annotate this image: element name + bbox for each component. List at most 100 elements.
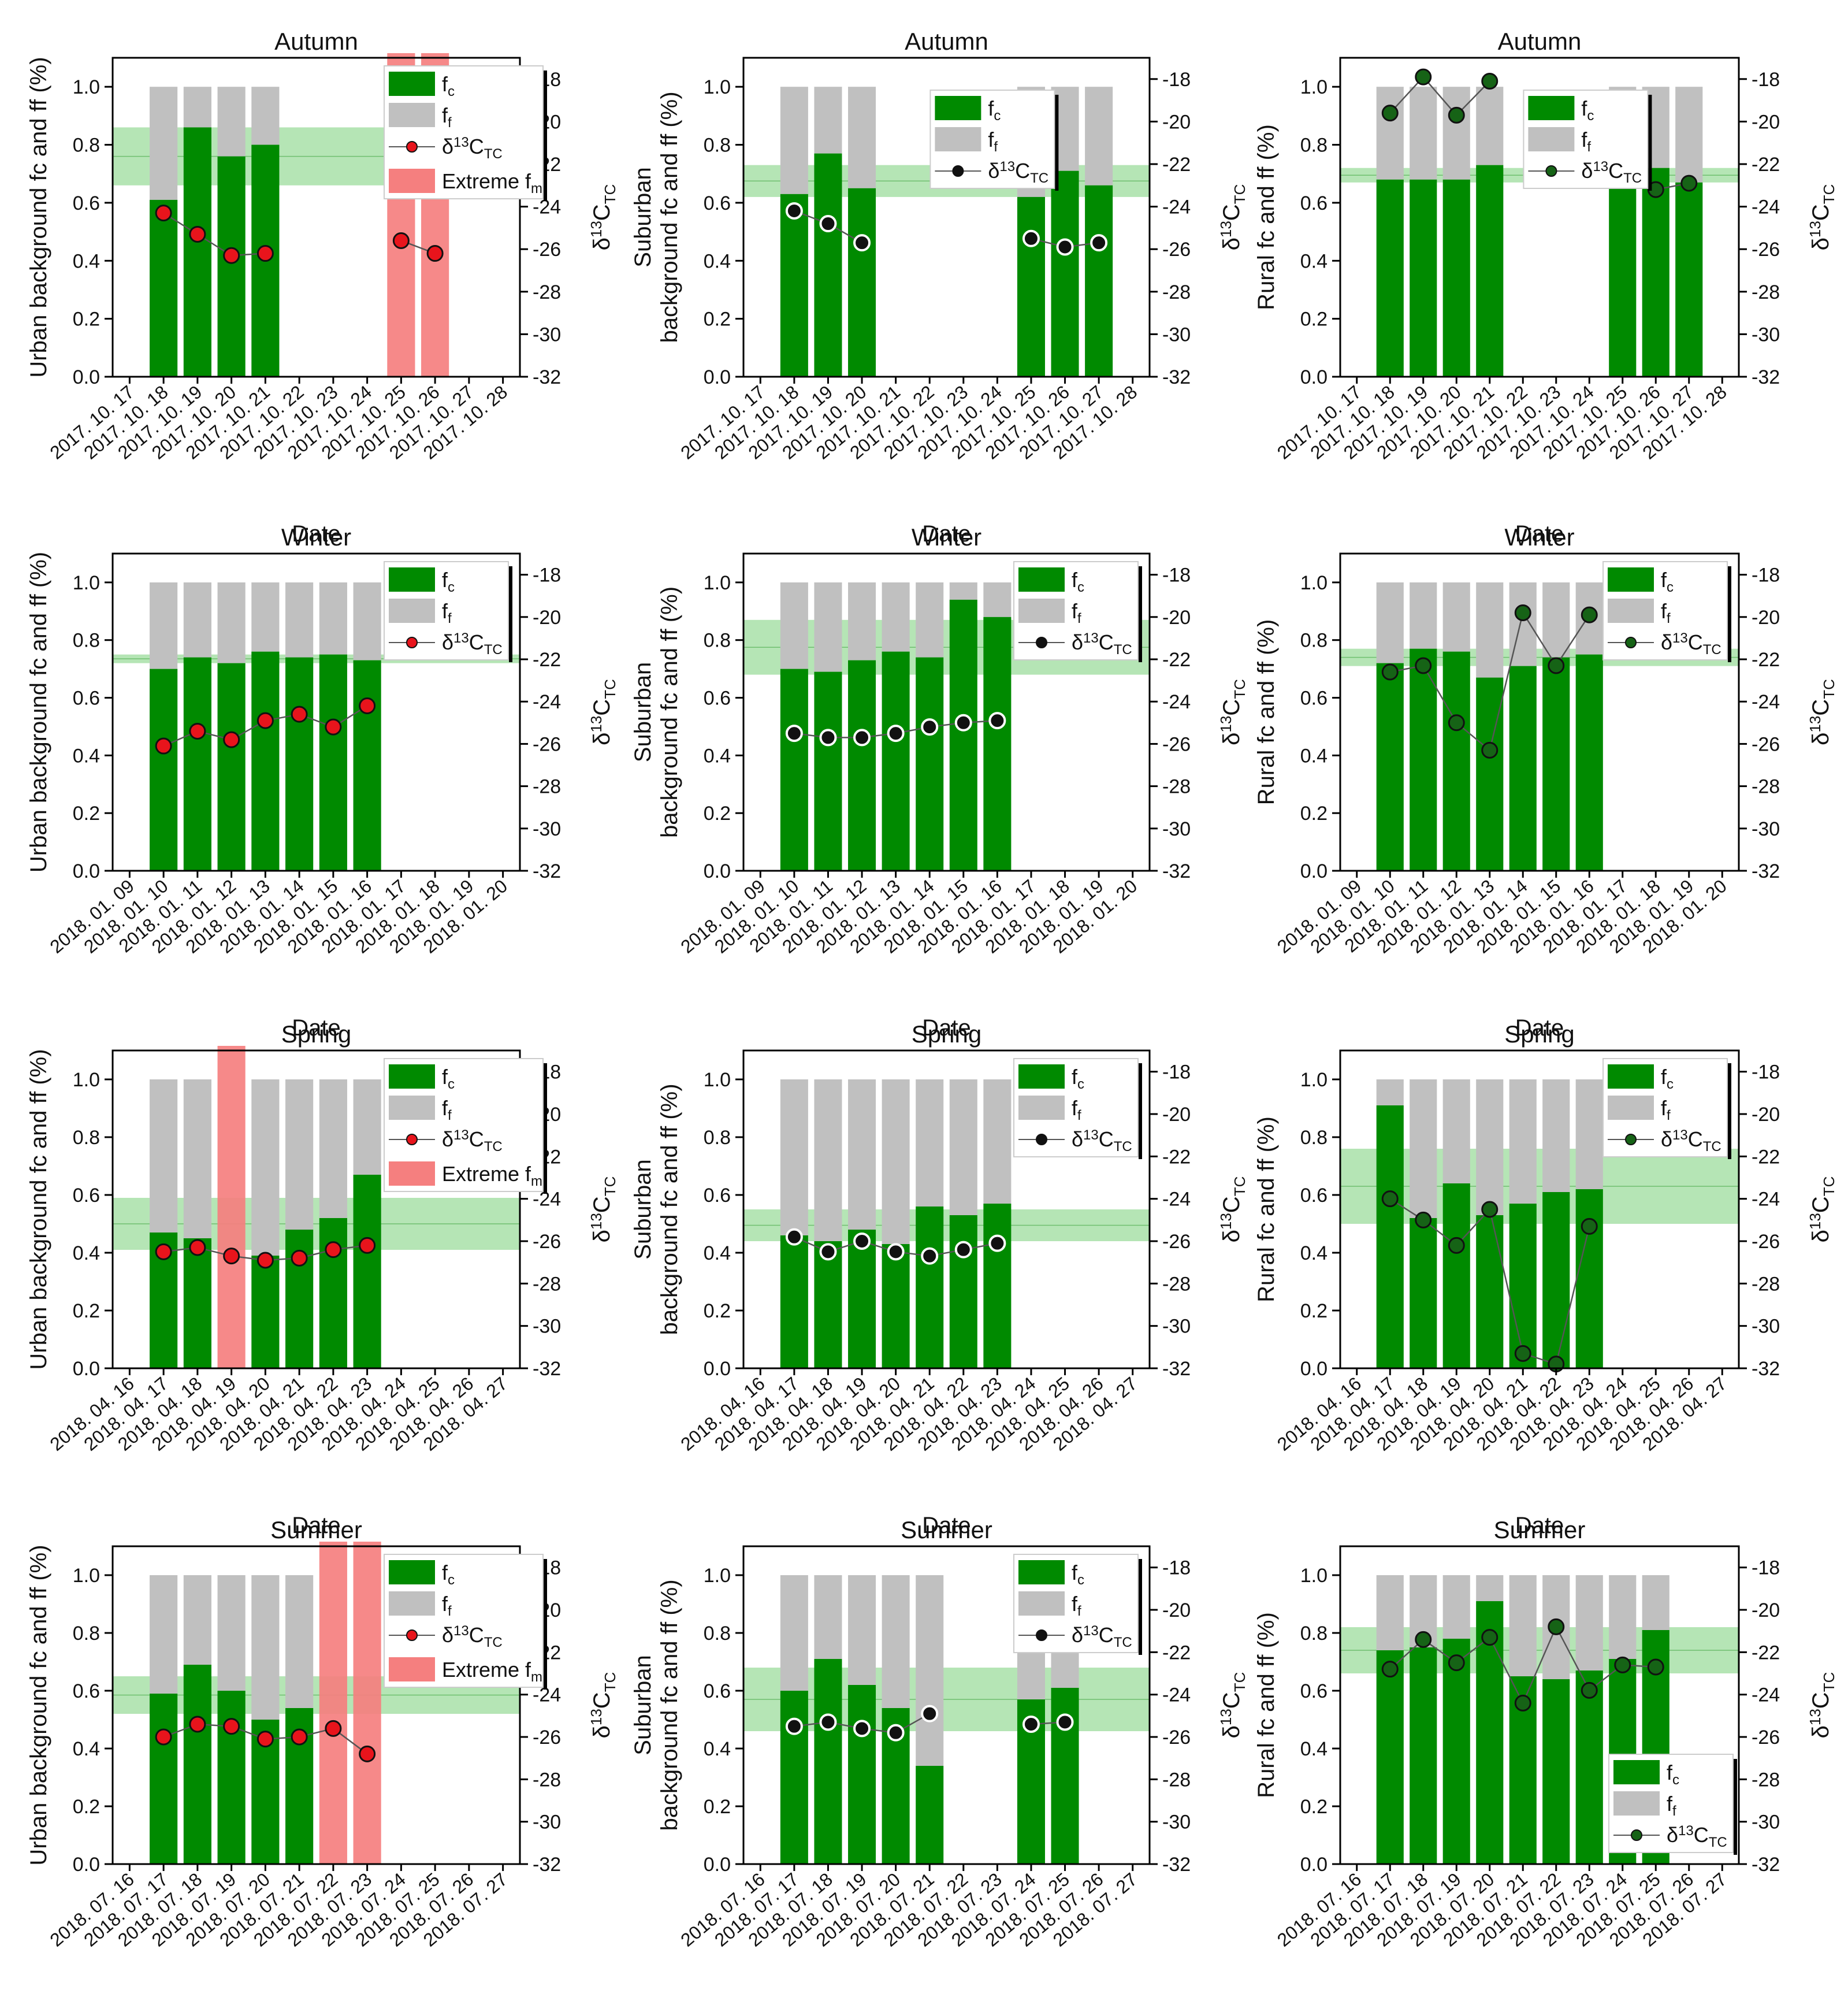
legend-ff-label: ff bbox=[1072, 599, 1081, 626]
y2-tick-label: -26 bbox=[533, 1231, 561, 1253]
legend-delta-base: δ bbox=[442, 630, 453, 654]
panel-title: Winter bbox=[1504, 524, 1574, 551]
legend-fc-label: fc bbox=[1667, 1761, 1679, 1788]
bar-ff bbox=[285, 582, 314, 658]
y-tick-label: 0.4 bbox=[704, 1738, 731, 1760]
bar-fc bbox=[983, 1204, 1012, 1368]
legend-ff-label: ff bbox=[1661, 1096, 1671, 1123]
legend-delta-label: δ13CTC bbox=[442, 135, 503, 162]
y-tick-label: 0.4 bbox=[704, 250, 731, 272]
legend-ff-sub: f bbox=[1667, 1108, 1671, 1123]
legend-fc-label: fc bbox=[1661, 1065, 1674, 1092]
extreme-fm-bar bbox=[217, 1046, 246, 1368]
legend-delta-base: δ bbox=[1661, 630, 1672, 654]
legend-fc-swatch bbox=[389, 1560, 435, 1584]
y2-label-sub: TC bbox=[1231, 1672, 1248, 1692]
legend-fc-sub: c bbox=[1077, 1572, 1084, 1588]
y2-tick-label: -20 bbox=[1162, 607, 1191, 629]
bar-ff bbox=[353, 1079, 381, 1175]
y-tick-label: 0.2 bbox=[704, 803, 731, 825]
plot-frame bbox=[111, 1049, 521, 1369]
legend-ff-sub: f bbox=[448, 611, 452, 626]
bar-fc bbox=[217, 156, 246, 377]
y-axis-label: Urban background fc and ff (%) bbox=[26, 57, 51, 377]
bar-fc bbox=[848, 660, 876, 871]
plot-frame bbox=[1339, 1545, 1740, 1865]
legend-fc-label: fc bbox=[442, 1561, 455, 1588]
delta13c-point bbox=[1056, 238, 1074, 256]
legend-fc-swatch bbox=[1018, 1064, 1065, 1089]
y-tick-label: 0.2 bbox=[1300, 803, 1328, 825]
bar-ff bbox=[353, 582, 381, 660]
y2-tick-label: -26 bbox=[533, 239, 561, 261]
x-axis-label: Date bbox=[922, 1015, 971, 1041]
bar-ff bbox=[814, 582, 842, 672]
bar-ff bbox=[285, 1575, 314, 1708]
y2-tick-label: -18 bbox=[1752, 69, 1780, 91]
y-axis-label: Suburban bbox=[630, 167, 656, 267]
legend-delta-sup: 13 bbox=[1678, 1823, 1694, 1839]
bar-fc bbox=[916, 657, 944, 871]
y2-label-c: C bbox=[1219, 699, 1244, 716]
y-tick-label: 0.0 bbox=[1300, 1358, 1328, 1380]
plot-frame bbox=[742, 1545, 1151, 1865]
bar-ff bbox=[319, 1079, 347, 1218]
legend-delta-sup: 13 bbox=[1083, 630, 1099, 646]
y-axis-label: Rural fc and ff (%) bbox=[1254, 1612, 1279, 1798]
extreme-fm-bar bbox=[353, 1542, 381, 1864]
legend-delta-label: δ13CTC bbox=[1072, 1127, 1132, 1155]
y2-axis-label: δ13CTC bbox=[1806, 1672, 1838, 1739]
delta13c-line bbox=[1389, 76, 1490, 117]
y2-tick-label: -18 bbox=[1752, 1061, 1780, 1083]
y2-tick-label: -28 bbox=[1752, 281, 1780, 303]
y2-tick-label: -32 bbox=[533, 860, 561, 882]
legend-delta-sub: TC bbox=[1703, 642, 1721, 658]
legend-ff-main: f bbox=[1667, 1792, 1673, 1816]
y2-tick-label: -26 bbox=[533, 1727, 561, 1749]
delta13c-point bbox=[819, 1713, 837, 1731]
y2-tick-label: -32 bbox=[1752, 1358, 1780, 1380]
y2-tick-label: -32 bbox=[533, 1854, 561, 1876]
bar-fc bbox=[780, 1235, 808, 1368]
bar-ff bbox=[1442, 87, 1470, 180]
bar-fc bbox=[814, 1241, 842, 1368]
delta13c-point bbox=[223, 731, 240, 748]
legend-ff-swatch bbox=[1608, 1096, 1654, 1120]
bar-ff bbox=[183, 582, 211, 658]
bar-ff bbox=[1476, 87, 1504, 165]
bar-ff bbox=[1442, 1575, 1470, 1639]
bar-fc bbox=[183, 1238, 211, 1368]
panel-rural-spring: 0.0 0.2 0.4 0.6 0.8 1.0 -32 -30 -28 -26 -24 -22 -20 -… bbox=[1254, 1020, 1838, 1538]
y2-axis-label: δ13CTC bbox=[1806, 679, 1838, 745]
legend-delta-sup: 13 bbox=[1672, 1127, 1688, 1143]
delta13c-point bbox=[223, 247, 240, 264]
delta13c-point bbox=[1481, 1629, 1499, 1646]
legend-fc-sub: c bbox=[1667, 580, 1674, 595]
legend-ff-main: f bbox=[1072, 1592, 1078, 1616]
panel-title: Autumn bbox=[274, 28, 358, 55]
legend-fc-swatch bbox=[935, 96, 981, 120]
legend-delta-sub: TC bbox=[1703, 1139, 1721, 1155]
y2-tick-label: -20 bbox=[533, 607, 561, 629]
legend-fc-main: f bbox=[442, 1065, 448, 1089]
legend-delta-base: δ bbox=[1072, 1623, 1083, 1647]
y2-tick-label: -20 bbox=[1752, 607, 1780, 629]
bar-fc bbox=[319, 654, 347, 871]
legend-fc-swatch bbox=[1608, 1064, 1654, 1089]
legend-extreme-label: Extreme fm bbox=[442, 1658, 542, 1685]
delta13c-point bbox=[1548, 657, 1565, 674]
y-tick-label: 0.8 bbox=[1300, 135, 1328, 157]
y2-tick-label: -24 bbox=[1162, 1189, 1191, 1211]
delta13c-point bbox=[291, 1728, 308, 1746]
legend-fc-label: fc bbox=[442, 72, 455, 99]
delta13c-point bbox=[1448, 714, 1465, 732]
bar-ff bbox=[217, 87, 246, 157]
delta13c-point bbox=[988, 712, 1006, 730]
y2-tick-label: -20 bbox=[1752, 1599, 1780, 1621]
legend-extreme-swatch bbox=[389, 1161, 435, 1186]
y-tick-label: 0.4 bbox=[73, 1738, 100, 1760]
delta13c-point bbox=[1647, 181, 1664, 198]
panel-title: Autumn bbox=[905, 28, 988, 55]
